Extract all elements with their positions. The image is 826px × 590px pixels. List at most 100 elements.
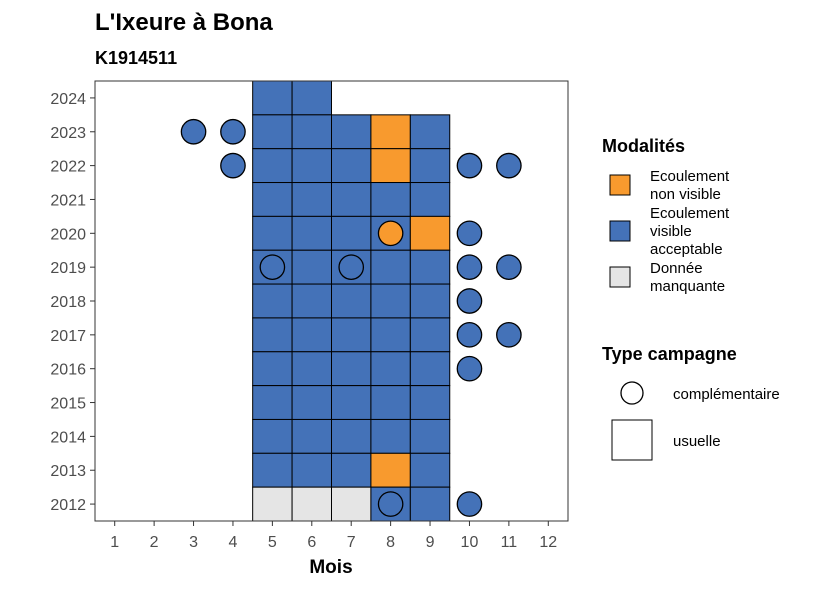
x-tick-label: 6 [307,534,316,551]
tiles-layer [252,80,451,522]
x-tick-label: 9 [426,534,435,551]
point [456,220,483,247]
legend-label: Ecoulement [650,205,730,222]
point [456,152,483,179]
legend-label: visible [650,223,692,240]
tile [331,385,372,420]
point [496,152,522,179]
tile [409,317,451,353]
tile [252,80,293,116]
point [180,118,207,145]
x-tick-label: 7 [347,534,356,551]
chart-title: L'Ixeure à Bona [95,9,273,36]
x-tick-label: 5 [268,534,277,551]
tile [291,385,333,420]
tile [291,114,333,150]
tile [291,418,333,454]
tile [291,182,333,217]
legend-campagne-title: Type campagne [602,344,737,364]
tile [291,148,333,184]
tile [331,351,372,387]
tile [291,452,333,488]
tile [409,486,451,522]
legend-label: manquante [650,278,725,295]
point [377,220,404,247]
y-tick-label: 2023 [50,125,86,142]
tile [252,317,293,353]
tile [331,452,372,488]
point [456,254,483,280]
legend-square-key [611,419,653,461]
point [220,118,246,145]
point [259,254,286,280]
legend-swatch [609,220,631,242]
tile [252,486,293,522]
tile [331,215,372,251]
x-tick-label: 10 [461,534,479,551]
legend-modalites-title: Modalités [602,136,685,156]
tile [409,148,451,184]
tile [291,486,333,522]
tile [252,283,293,319]
y-tick-label: 2015 [50,396,86,413]
tile [252,148,293,184]
x-tick-label: 2 [150,534,159,551]
chart-subtitle: K1914511 [95,48,177,68]
legend-label: Ecoulement [650,168,730,185]
tile [370,385,411,420]
tile [252,418,293,454]
x-tick-label: 8 [386,534,395,551]
y-tick-label: 2017 [50,328,86,345]
tile [409,114,451,150]
y-tick-label: 2013 [50,463,86,480]
legend-label: non visible [650,186,721,203]
tile [409,283,451,319]
tile [331,182,372,217]
tile [252,351,293,387]
tile [331,418,372,454]
x-tick-label: 4 [229,534,238,551]
tile [252,182,293,217]
point [456,491,483,517]
x-tick-label: 1 [110,534,119,551]
x-tick-label: 3 [189,534,198,551]
y-tick-label: 2020 [50,226,86,243]
tile [409,452,451,488]
legend-campagne: complémentaire usuelle [611,381,780,461]
tile [409,182,451,217]
y-tick-label: 2018 [50,294,86,311]
tile [409,249,451,285]
y-axis: 2012 2013 2014 2015 2016 2017 2018 2019 2020 2021… [50,91,95,514]
legend-label: complémentaire [673,386,780,403]
point [496,322,522,348]
tile [331,148,372,184]
point [456,288,483,314]
tile [370,114,411,150]
point [220,152,246,179]
legend-circle-key [620,381,644,405]
tile [370,418,411,454]
tile [409,418,451,454]
x-tick-label: 12 [539,534,557,551]
tile [370,452,411,488]
tile [252,114,293,150]
tile [409,215,451,251]
tile [370,182,411,217]
x-axis: 1 2 3 4 5 6 7 8 9 10 11 12 [110,521,557,551]
tile [252,452,293,488]
tile [370,317,411,353]
legend-swatch [609,266,631,288]
tile [331,486,372,522]
tile [331,317,372,353]
y-tick-label: 2021 [50,192,86,209]
legend-label: usuelle [673,433,721,450]
tile [370,283,411,319]
tile [291,283,333,319]
point [456,355,483,382]
point [338,254,365,280]
tile [252,215,293,251]
tile [409,351,451,387]
tile [291,351,333,387]
